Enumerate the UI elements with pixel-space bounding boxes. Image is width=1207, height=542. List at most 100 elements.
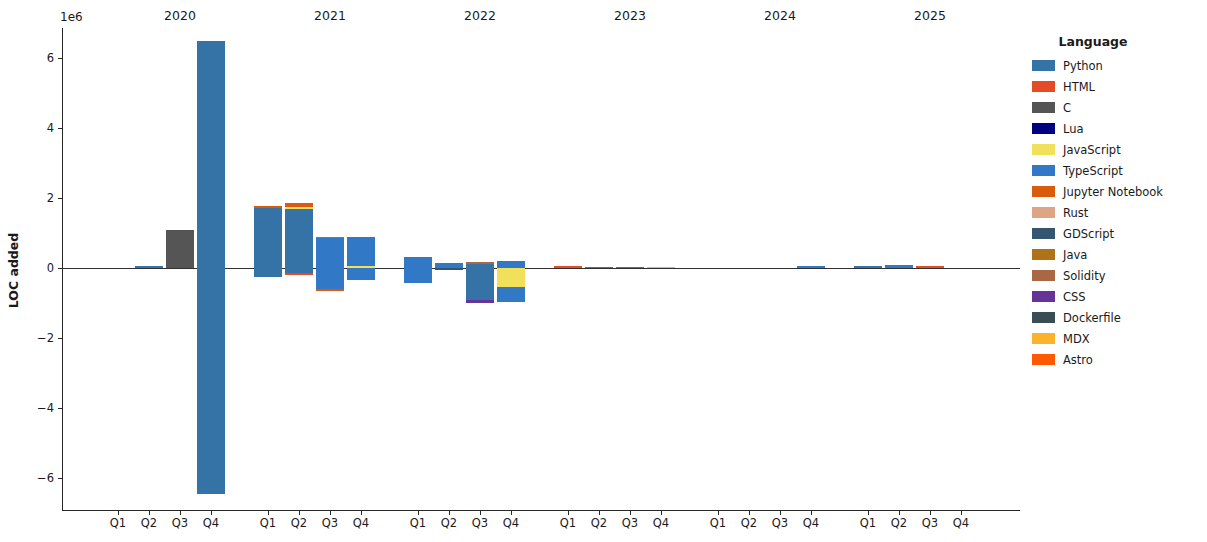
x-axis-tick-label: Q3 (165, 517, 195, 530)
legend-item: GDScript (1028, 223, 1198, 244)
bar-segment (166, 230, 194, 268)
x-axis-tick (418, 511, 419, 515)
y-axis-tick (58, 128, 62, 129)
bar-segment (285, 207, 313, 209)
legend-item: Rust (1028, 202, 1198, 223)
legend-swatch (1032, 249, 1055, 260)
bar-segment (497, 268, 525, 287)
y-axis-scale-offset: 1e6 (60, 11, 83, 24)
x-axis-tick (299, 511, 300, 515)
bar-segment (316, 237, 344, 238)
bar-segment (347, 237, 375, 266)
legend-label: TypeScript (1063, 164, 1123, 178)
x-axis-tick-label: Q2 (284, 517, 314, 530)
x-axis-tick (930, 511, 931, 515)
legend-swatch (1032, 333, 1055, 344)
x-axis-tick (180, 511, 181, 515)
year-label: 2023 (600, 9, 660, 23)
x-axis-tick (211, 511, 212, 515)
bar-segment (316, 268, 344, 289)
bar-segment (466, 268, 494, 300)
x-axis-tick-label: Q3 (315, 517, 345, 530)
x-axis-tick (780, 511, 781, 515)
x-axis-tick (149, 511, 150, 515)
y-axis-tick-label: −2 (20, 332, 54, 345)
bar-segment (435, 268, 463, 270)
legend-swatch (1032, 291, 1055, 302)
legend-label: Python (1063, 59, 1103, 73)
x-axis-tick (568, 511, 569, 515)
legend-items: Python HTML C Lua JavaScript TypeScript Jupyte… (1028, 55, 1198, 370)
y-axis-tick (58, 198, 62, 199)
legend-swatch (1032, 165, 1055, 176)
legend-item: Jupyter Notebook (1028, 181, 1198, 202)
bar-segment (316, 289, 344, 291)
x-axis-tick (268, 511, 269, 515)
y-axis-tick-label: 2 (20, 192, 54, 205)
legend-swatch (1032, 270, 1055, 281)
x-axis-tick (961, 511, 962, 515)
legend-label: Lua (1063, 122, 1084, 136)
year-label: 2021 (300, 9, 360, 23)
bar-segment (135, 266, 163, 268)
y-axis-label: LOC added (6, 226, 21, 316)
legend-item: Python (1028, 55, 1198, 76)
x-axis-tick (511, 511, 512, 515)
legend-label: CSS (1063, 290, 1086, 304)
bar-segment (285, 203, 313, 208)
bar-segment (916, 266, 944, 268)
bar-segment (466, 300, 494, 304)
bar-segment (885, 265, 913, 269)
x-axis-tick (868, 511, 869, 515)
bar-segment (854, 266, 882, 268)
legend-label: MDX (1063, 332, 1090, 346)
bar-segment (347, 268, 375, 280)
x-axis-tick (361, 511, 362, 515)
legend-label: GDScript (1063, 227, 1114, 241)
left-spine (62, 28, 63, 510)
bar-segment (254, 268, 282, 277)
legend-label: JavaScript (1063, 143, 1121, 157)
legend-swatch (1032, 186, 1055, 197)
legend-label: Java (1063, 248, 1087, 262)
y-axis-tick (58, 478, 62, 479)
legend-item: HTML (1028, 76, 1198, 97)
bar-segment (585, 267, 613, 268)
bar-segment (197, 41, 225, 269)
x-axis-tick (811, 511, 812, 515)
x-axis-tick-label: Q3 (615, 517, 645, 530)
legend-swatch (1032, 354, 1055, 365)
bar-segment (497, 287, 525, 302)
bar-segment (316, 238, 344, 268)
x-axis-tick-label: Q4 (496, 517, 526, 530)
legend-item: Dockerfile (1028, 307, 1198, 328)
y-axis-tick (58, 338, 62, 339)
bar-segment (616, 267, 644, 268)
x-axis-tick-label: Q2 (584, 517, 614, 530)
legend-item: Solidity (1028, 265, 1198, 286)
x-axis-tick-label: Q1 (403, 517, 433, 530)
bar-segment (404, 268, 432, 283)
legend-swatch (1032, 60, 1055, 71)
x-axis-tick-label: Q3 (465, 517, 495, 530)
loc-added-stacked-bar-chart: LOC added 1e6 6420−2−4−6Q1Q2Q3Q42020Q1Q2… (0, 0, 1207, 542)
bar-segment (647, 267, 675, 268)
legend-item: TypeScript (1028, 160, 1198, 181)
year-label: 2025 (900, 9, 960, 23)
y-axis-tick-label: −6 (20, 472, 54, 485)
x-axis-tick (449, 511, 450, 515)
bar-segment (466, 262, 494, 263)
x-axis-tick (661, 511, 662, 515)
legend-label: C (1063, 101, 1071, 115)
x-axis-tick-label: Q2 (734, 517, 764, 530)
x-axis-tick-label: Q2 (434, 517, 464, 530)
legend-item: Lua (1028, 118, 1198, 139)
legend-label: Rust (1063, 206, 1088, 220)
y-axis-tick-label: 0 (20, 262, 54, 275)
legend-label: Dockerfile (1063, 311, 1121, 325)
bar-segment (285, 273, 313, 275)
legend-swatch (1032, 81, 1055, 92)
legend-item: JavaScript (1028, 139, 1198, 160)
y-axis-tick-label: 6 (20, 52, 54, 65)
x-axis-tick-label: Q1 (703, 517, 733, 530)
